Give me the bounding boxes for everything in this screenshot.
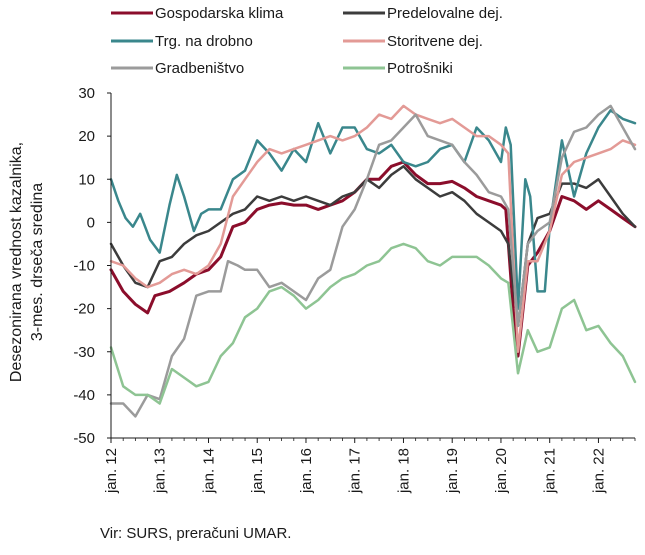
legend-label-2: Trg. na drobno [155,33,253,50]
y-tick-label: -30 [73,344,95,361]
plot-lines [109,104,637,418]
x-tick-label: jan. 12 [103,448,120,494]
x-tick-label: jan. 18 [395,448,412,494]
series-line-4 [109,104,637,418]
y-tick-label: 0 [87,214,95,231]
y-tick-label: -10 [73,258,95,275]
series-line-0 [109,160,637,358]
y-axis-title-line1: Desezonirana vrednost kazalnika, [8,142,25,382]
y-tick-label: -50 [73,430,95,447]
series-line-3 [109,104,637,354]
x-tick-label: jan. 17 [347,448,364,494]
x-tick-label: jan. 21 [542,448,559,494]
y-tick-label: 10 [78,171,95,188]
y-tick-label: -40 [73,387,95,404]
series-line-5 [109,242,637,405]
source-note: Vir: SURS, preračuni UMAR. [100,525,292,542]
x-tick-label: jan. 20 [493,448,510,494]
x-tick-label: jan. 16 [298,448,315,494]
x-tick-label: jan. 15 [249,448,266,494]
x-tick-label: jan. 14 [200,448,217,494]
legend-label-4: Gradbeništvo [155,60,244,77]
y-tick-label: 30 [78,85,95,102]
x-tick-label: jan. 19 [444,448,461,494]
axes: 30 20 10 0 -10 -20 -30 -40 -50 jan. 12 jan. 13 jan.… [73,85,636,494]
series-line-1 [109,165,637,328]
y-tick-label: 20 [78,128,95,145]
x-tick-label: jan. 13 [152,448,169,494]
series-line-2 [109,109,637,310]
legend-label-3: Storitvene dej. [387,33,483,50]
y-tick-label: -20 [73,301,95,318]
legend-label-5: Potrošniki [387,60,453,77]
legend-label-0: Gospodarska klima [155,5,284,22]
legend-label-1: Predelovalne dej. [387,5,503,22]
y-axis-title-line2: 3-mes. drseča sredina [29,183,46,341]
legend: Gospodarska klima Predelovalne dej. Trg. n… [111,5,503,77]
x-tick-label: jan. 22 [590,448,607,494]
